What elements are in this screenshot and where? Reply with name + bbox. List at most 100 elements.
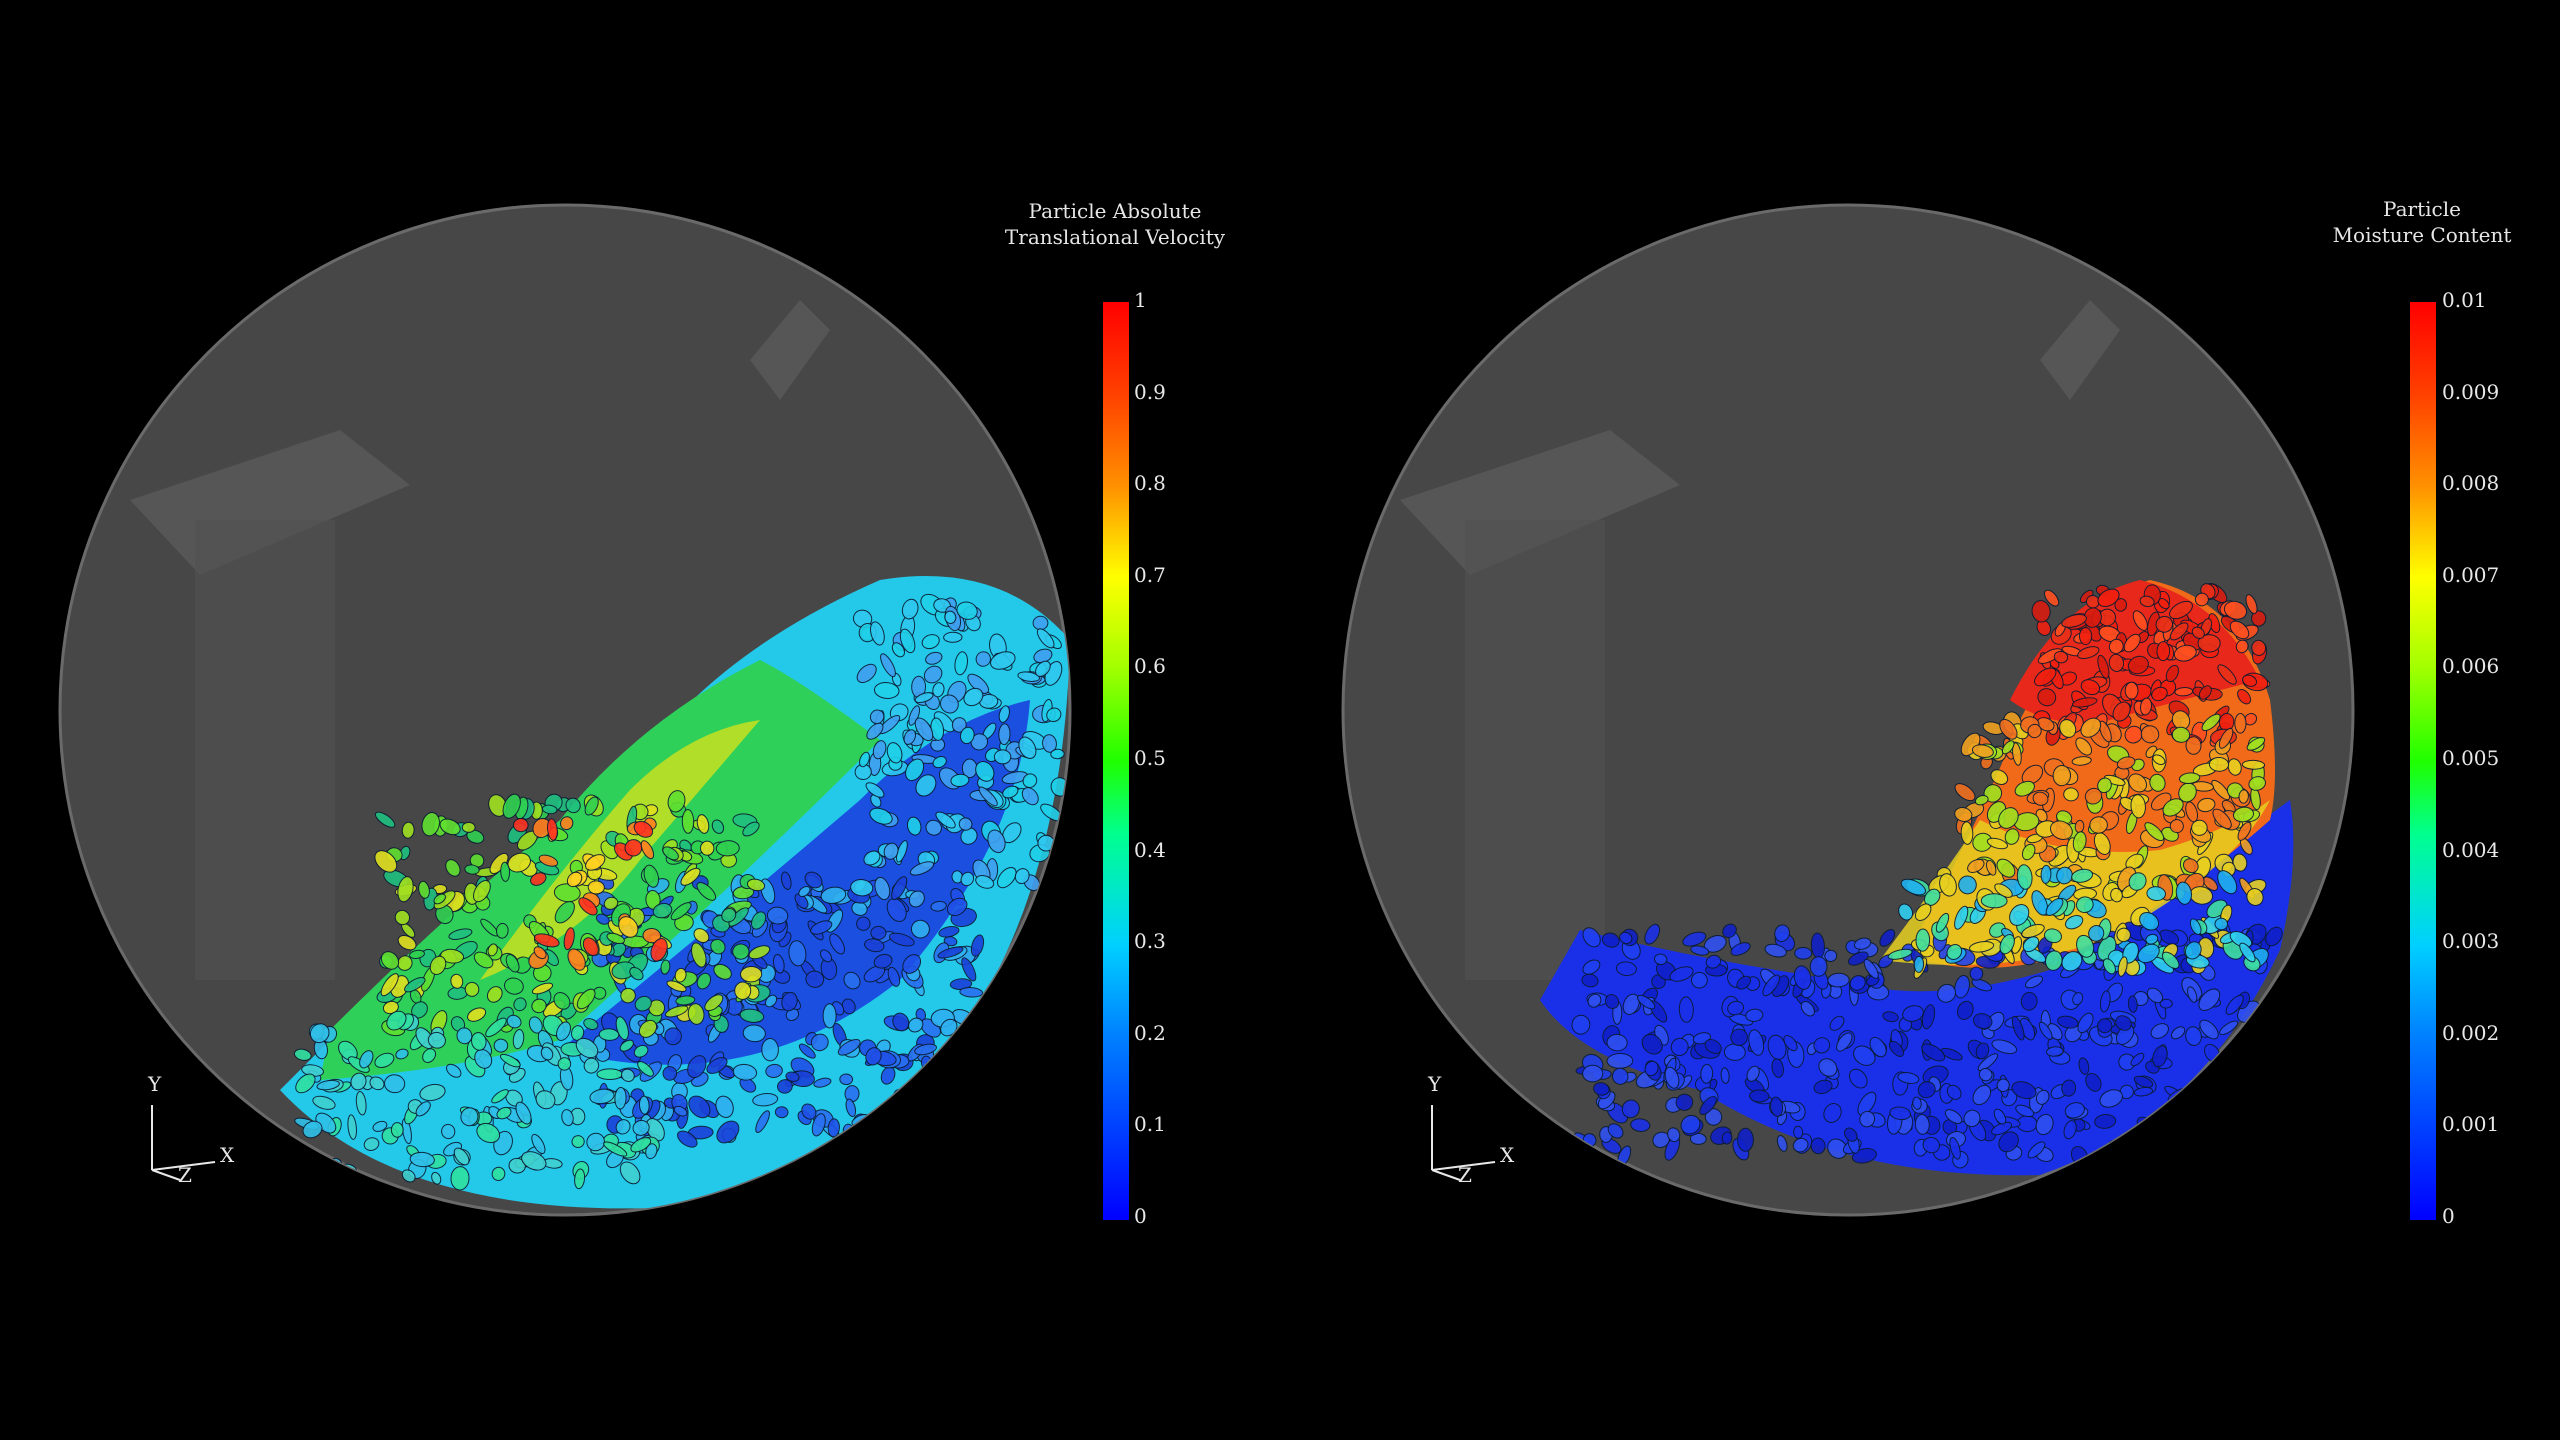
particle (2212, 808, 2232, 830)
particle (903, 729, 917, 745)
particle (508, 1157, 526, 1174)
particle (2071, 756, 2092, 766)
particle (1991, 1121, 2013, 1136)
particle (914, 717, 934, 742)
particle (1818, 1058, 1838, 1077)
particle (2124, 681, 2139, 700)
particle (1993, 1108, 2007, 1125)
particle (2162, 798, 2184, 817)
particle (1810, 1137, 1826, 1155)
particle (1644, 923, 1661, 945)
particle (1809, 956, 1828, 977)
particle (1937, 983, 1957, 1003)
particle (2125, 853, 2144, 870)
particle (2228, 1093, 2243, 1109)
particle (633, 1044, 649, 1058)
particle (621, 1068, 635, 1083)
particle (964, 1051, 980, 1062)
particle (2072, 992, 2084, 1006)
particle (813, 1077, 832, 1088)
particle (990, 651, 1016, 670)
particle (1637, 994, 1656, 1010)
particle (2218, 727, 2234, 749)
particle (742, 821, 760, 837)
particle (901, 598, 919, 620)
particle (1848, 1068, 1868, 1089)
particle (460, 1107, 479, 1127)
particle (2248, 776, 2266, 791)
drum-shaft (1465, 520, 1605, 980)
particle (681, 809, 695, 834)
particle (1776, 1134, 1788, 1152)
particle (2035, 1113, 2054, 1136)
particle (774, 1106, 789, 1119)
particle (445, 859, 461, 877)
particle (1014, 868, 1030, 885)
particle (1615, 961, 1637, 977)
particle (464, 864, 480, 875)
particle (1746, 1065, 1760, 1082)
particle (865, 1047, 882, 1066)
particle (2152, 754, 2166, 766)
particle (2226, 1110, 2239, 1125)
particle (1675, 1093, 1694, 1111)
particle (2061, 613, 2087, 628)
axis-z-label: Z (1458, 1163, 1472, 1187)
particle (2175, 881, 2193, 905)
particle (856, 663, 877, 683)
particle (2044, 928, 2062, 944)
particle (533, 933, 560, 948)
particle (1975, 1042, 1990, 1060)
particle (541, 804, 558, 815)
particle (2256, 1052, 2271, 1077)
particle (531, 1133, 546, 1155)
particle (502, 793, 521, 819)
colorbar-tick-label: 0.002 (2442, 1020, 2500, 1045)
particle (2077, 646, 2100, 660)
particle (959, 726, 975, 745)
particle (2165, 664, 2180, 683)
particle (2089, 816, 2108, 834)
particle (1678, 996, 1694, 1023)
particle (1960, 821, 1974, 845)
particle (766, 906, 789, 925)
particle (1921, 1043, 1946, 1062)
particle (347, 1114, 357, 1140)
particle (845, 1098, 857, 1118)
particle (850, 879, 874, 897)
particle (1002, 785, 1019, 799)
particle (456, 1027, 473, 1045)
particle (1849, 975, 1866, 991)
colorbar-tick-label: 0.9 (1134, 379, 1166, 404)
particle (852, 609, 873, 628)
colorbar-tick-label: 0.008 (2442, 471, 2500, 496)
particle (1857, 1091, 1877, 1116)
particle (316, 1079, 340, 1091)
colorbar-tick-label: 0.1 (1134, 1112, 1166, 1137)
particle (1946, 943, 1963, 961)
particle (1999, 718, 2018, 740)
drum-shaft (195, 520, 335, 980)
velocity-legend-title: Particle Absolute Translational Velocity (1004, 199, 1226, 249)
particle (2117, 956, 2128, 977)
particle (859, 751, 870, 768)
particle (713, 963, 732, 980)
particle (866, 722, 884, 740)
colorbar-tick-label: 0.4 (1134, 837, 1166, 862)
particle (1996, 858, 2016, 878)
particle (598, 1028, 620, 1041)
particle (798, 885, 811, 898)
particle (811, 1113, 826, 1137)
particle (961, 1077, 987, 1090)
particle (2193, 1128, 2209, 1142)
particle (2084, 787, 2103, 805)
particle (531, 982, 554, 995)
particle (2159, 998, 2173, 1009)
particle (667, 790, 686, 813)
particle (887, 966, 901, 987)
particle (2115, 1024, 2135, 1045)
particle (637, 1061, 654, 1077)
particle (638, 1095, 650, 1115)
particle (1619, 931, 1633, 945)
particle (565, 797, 581, 814)
